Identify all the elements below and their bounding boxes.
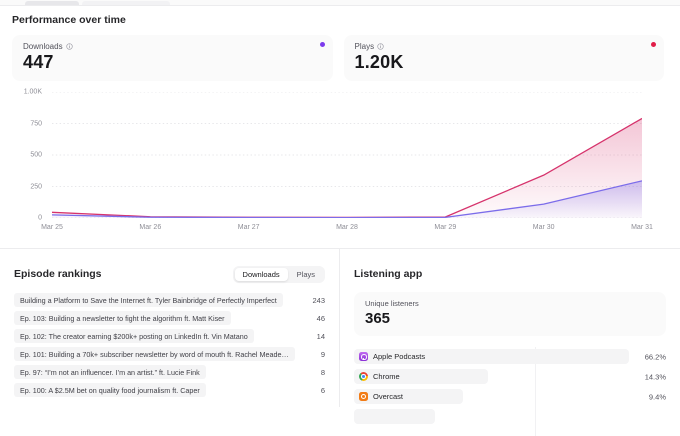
downloads-line [52,180,642,218]
x-tick-label: Mar 30 [532,224,555,231]
app-row: Chrome 14.3% [354,367,666,386]
episode-rankings-title: Episode rankings [14,268,102,280]
vertical-gridline [534,347,536,436]
episode-value: 9 [320,349,325,359]
episode-row[interactable]: Ep. 102: The creator earning $200k+ post… [14,327,325,345]
app-row: Overcast 9.4% [354,387,666,406]
x-tick-label: Mar 31 [631,224,653,231]
y-tick-label: 1.00K [23,88,42,96]
app-name: Apple Podcasts [373,352,426,361]
chart-plot-area[interactable] [52,92,642,218]
x-tick-label: Mar 29 [434,224,457,231]
episode-row[interactable]: Ep. 100: A $2.5M bet on quality food jou… [14,381,325,399]
episode-row[interactable]: Building a Platform to Save the Internet… [14,291,325,309]
downloads-area [52,180,642,218]
plays-label: Plays [354,42,375,51]
plays-value: 1.20K [354,52,404,72]
rankings-metric-toggle[interactable]: Downloads Plays [232,265,325,283]
downloads-stat-card: Downloads 447 [12,35,333,81]
y-tick-label: 250 [30,183,42,190]
y-axis-labels: 0 250 500 750 1.00K [12,88,46,222]
toggle-plays-button[interactable]: Plays [289,268,323,281]
performance-chart[interactable]: 0 250 500 750 1.00K Mar 25 Mar 26 Mar 27 Mar 28… [12,88,664,236]
app-percentage: 66.2% [644,352,666,361]
listening-app-panel: Listening app Unique listeners 365 Apple… [340,249,680,436]
episode-title[interactable]: Ep. 97: “I’m not an influencer. I’m an a… [14,365,206,379]
unique-listeners-card: Unique listeners 365 [354,292,666,336]
episode-title[interactable]: Ep. 101: Building a 70k+ subscriber news… [14,347,295,361]
stat-cards: Downloads 447 Plays 1.20K [12,35,664,81]
episode-rankings-panel: Episode rankings Downloads Plays Buildin… [0,249,340,407]
bottom-panels: Episode rankings Downloads Plays Buildin… [0,248,680,436]
episode-value: 46 [316,313,325,323]
page-title: Performance over time [12,14,126,26]
y-tick-label: 750 [30,120,42,127]
episode-title[interactable]: Ep. 102: The creator earning $200k+ post… [14,329,254,343]
app-share-bar [354,348,629,364]
episode-value: 14 [316,331,325,341]
performance-chart-svg [52,92,642,218]
app-share-bar [354,388,464,404]
app-name: Chrome [373,372,400,381]
plays-series-dot [651,42,656,47]
info-icon[interactable] [65,43,73,50]
downloads-series-dot [319,42,325,47]
x-axis-labels: Mar 25 Mar 26 Mar 27 Mar 28 Mar 29 Mar 30 Mar … [41,224,653,234]
overcast-icon [359,392,368,401]
app-percentage: 9.4% [648,392,666,401]
episode-row[interactable]: Ep. 101: Building a 70k+ subscriber news… [14,345,325,363]
downloads-label: Downloads [23,42,63,51]
app-share-bar [354,368,489,384]
app-row-partial [354,407,666,426]
episode-title[interactable]: Ep. 103: Building a newsletter to fight … [14,311,231,325]
x-tick-label: Mar 27 [237,224,260,231]
apple-podcasts-icon [359,352,368,361]
episode-value: 6 [320,385,325,395]
tab-fragment [82,1,170,5]
app-percentage: 14.3% [644,372,666,381]
episode-value: 8 [320,367,325,377]
x-tick-label: Mar 25 [41,224,63,231]
x-tick-label: Mar 26 [139,224,162,231]
tab-fragment [25,1,79,5]
episode-title[interactable]: Building a Platform to Save the Internet… [14,293,283,307]
listening-app-title: Listening app [354,268,423,280]
episode-value: 243 [312,295,325,305]
performance-section: Performance over time Downloads 447 Play… [0,6,680,236]
chrome-icon [359,372,368,381]
top-tab-strip [0,0,680,6]
app-name: Overcast [373,392,404,401]
downloads-value: 447 [23,52,54,72]
plays-stat-card: Plays 1.20K [343,35,664,81]
info-icon[interactable] [377,43,384,50]
x-tick-label: Mar 28 [336,224,358,231]
y-tick-label: 500 [30,151,42,159]
episode-row[interactable]: Ep. 103: Building a newsletter to fight … [14,309,325,327]
episode-list: Building a Platform to Save the Internet… [14,291,325,399]
listening-app-list: Apple Podcasts 66.2% Chrome 14.3% Overcast 9.… [354,347,666,436]
episode-title[interactable]: Ep. 100: A $2.5M bet on quality food jou… [14,383,206,397]
y-tick-label: 0 [38,214,42,222]
unique-listeners-value: 365 [365,310,391,327]
unique-listeners-label: Unique listeners [365,299,419,308]
app-share-bar [354,408,436,424]
toggle-downloads-button[interactable]: Downloads [234,267,288,281]
app-row: Apple Podcasts 66.2% [354,347,666,366]
episode-row[interactable]: Ep. 97: “I’m not an influencer. I’m an a… [14,363,325,381]
